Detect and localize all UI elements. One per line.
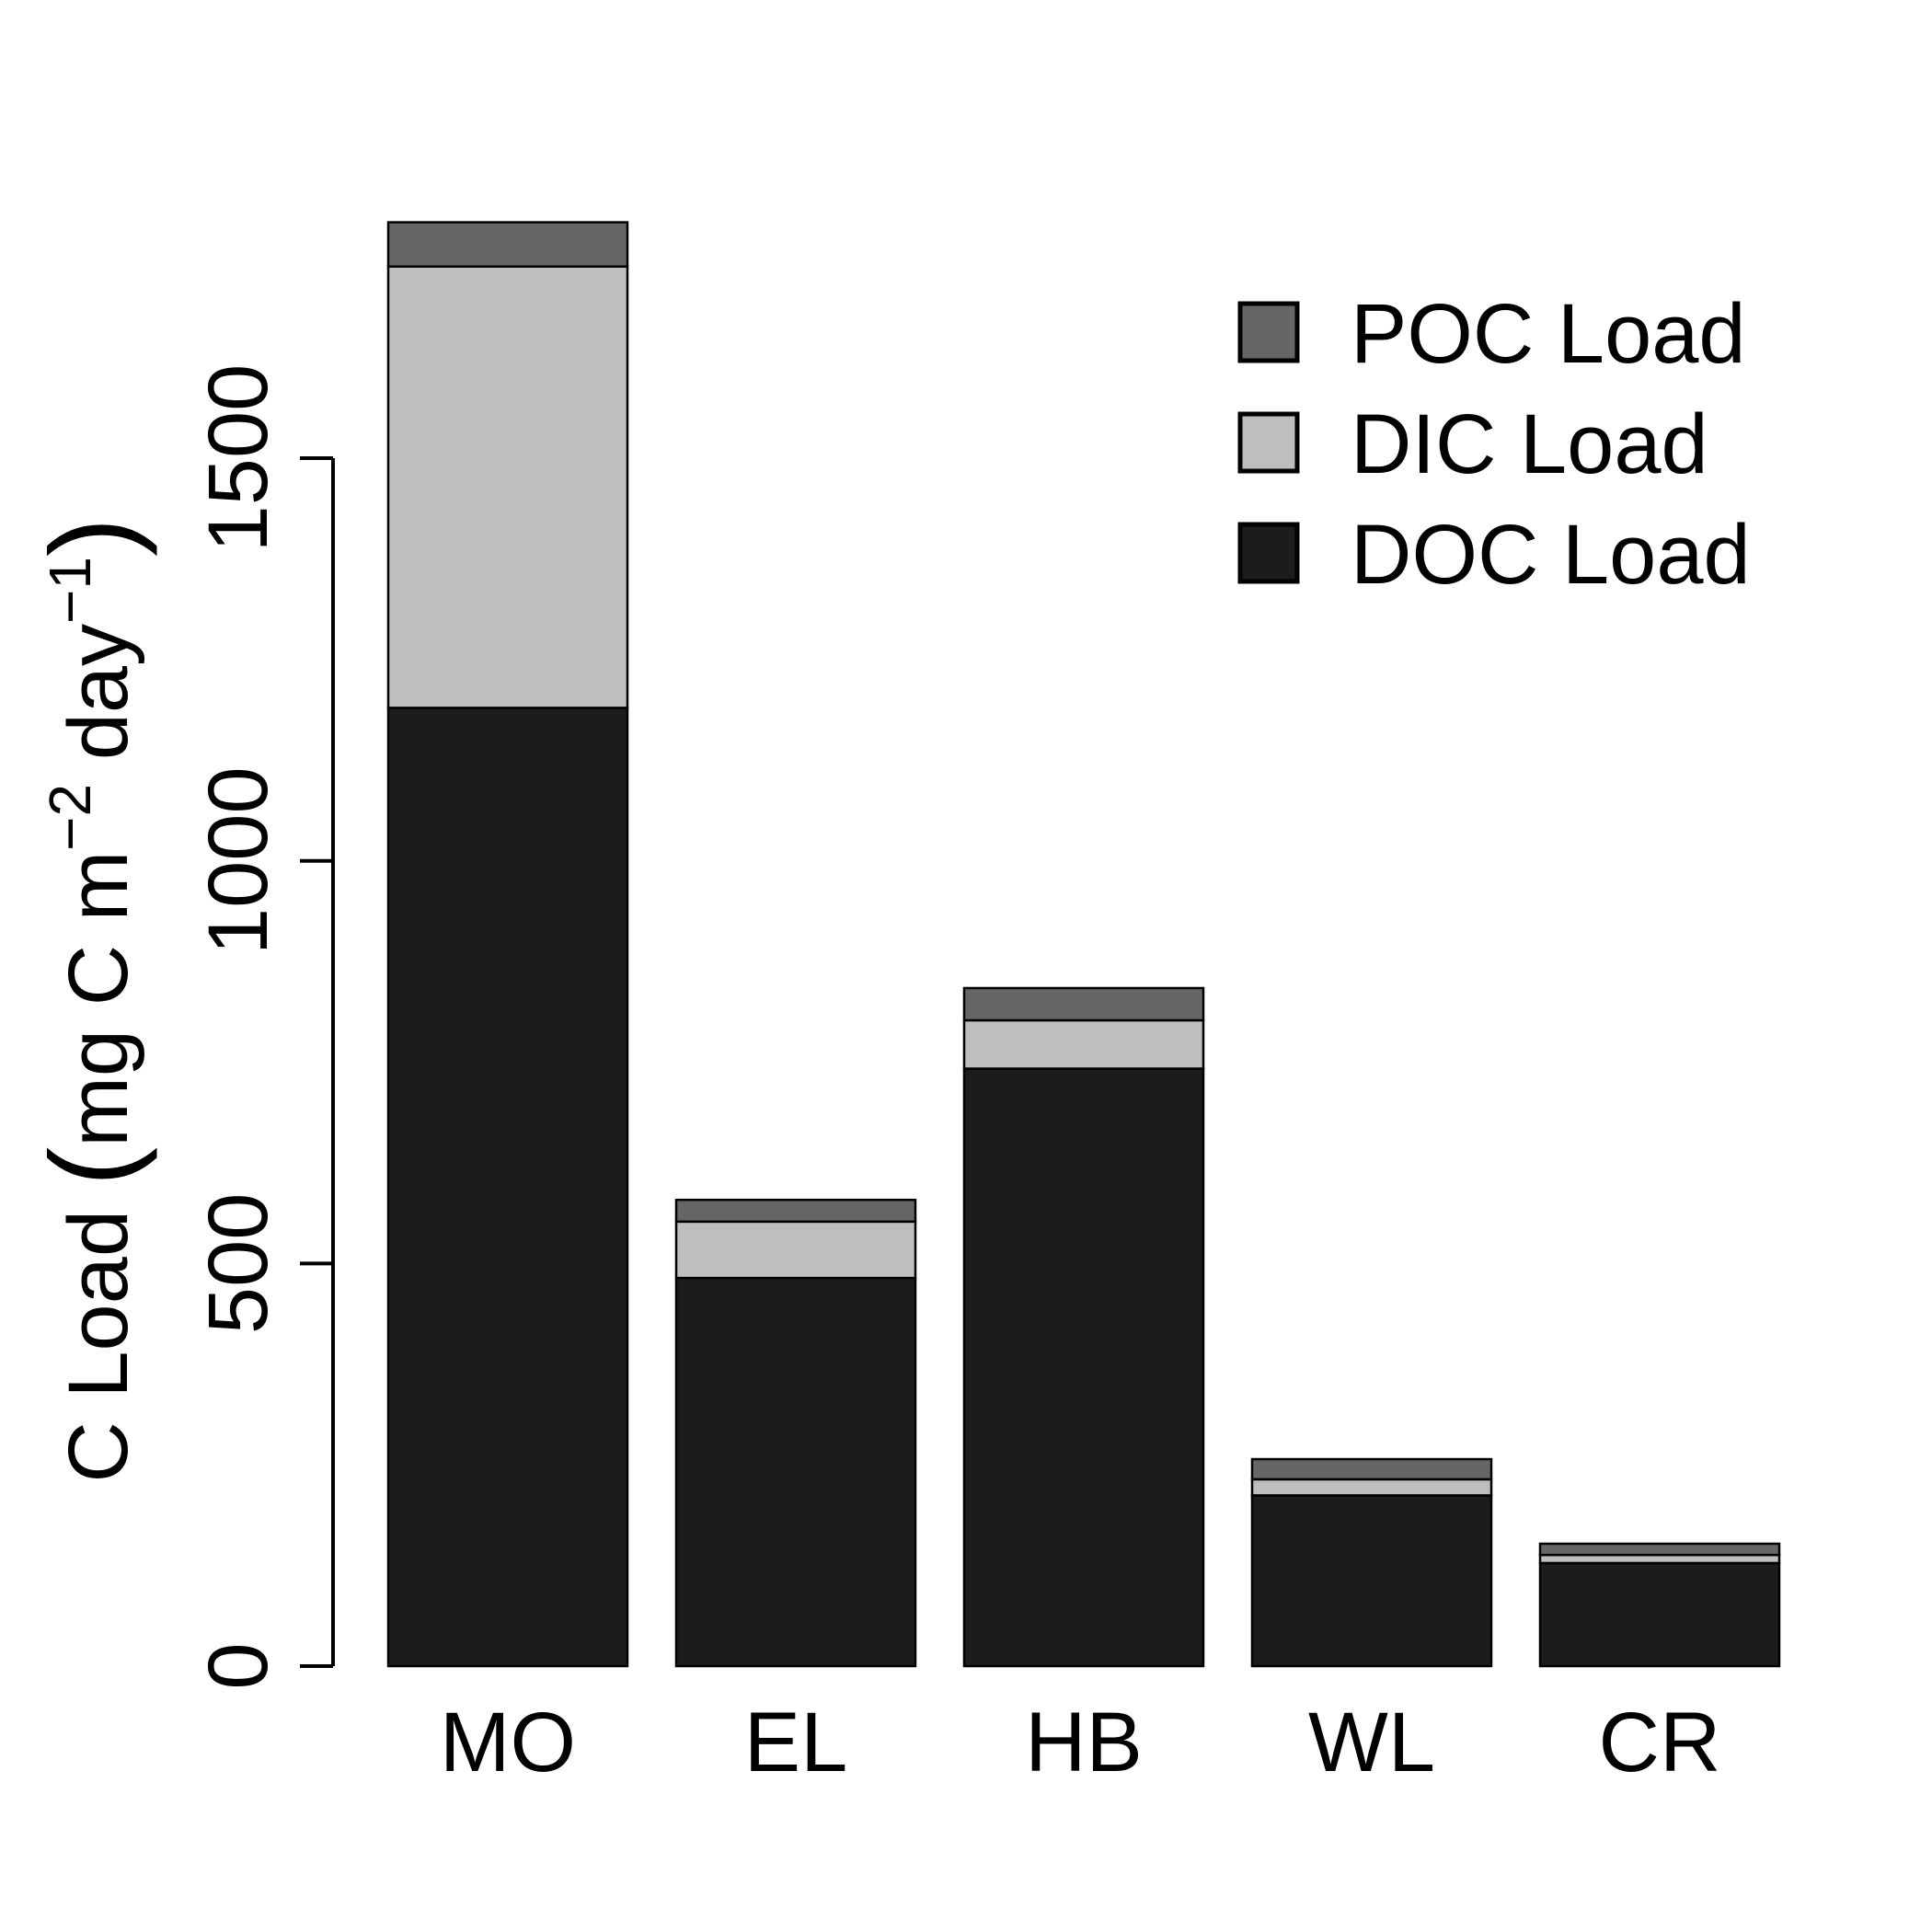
x-tick-label-mo: MO bbox=[440, 1696, 576, 1789]
bar-wl-dic bbox=[1250, 1478, 1493, 1497]
bar-cr-dic bbox=[1538, 1553, 1781, 1565]
x-tick-label-wl: WL bbox=[1308, 1696, 1435, 1789]
x-axis-labels: MO EL HB WL CR bbox=[440, 1696, 1721, 1789]
y-axis-title-close-paren: ) bbox=[27, 517, 158, 557]
bar-mo-poc bbox=[386, 221, 629, 268]
bar-mo-dic bbox=[386, 265, 629, 709]
y-axis-title-prefix: C Load bbox=[52, 1186, 145, 1482]
bar-cr-poc bbox=[1538, 1542, 1781, 1557]
bar-wl-doc bbox=[1250, 1494, 1493, 1668]
y-axis-title-unit-mid: day bbox=[52, 624, 145, 784]
y-axis-title-exp2: −1 bbox=[37, 557, 103, 624]
y-axis-title-exp1: −2 bbox=[37, 784, 103, 851]
bar-el-dic bbox=[674, 1220, 917, 1280]
legend-swatch-poc bbox=[1237, 301, 1300, 363]
legend-label-dic: DIC Load bbox=[1351, 397, 1708, 491]
bars-layer bbox=[386, 221, 1781, 1668]
bar-el-poc bbox=[674, 1198, 917, 1224]
y-tick-label-1500: 1500 bbox=[191, 364, 285, 553]
bar-wl-poc bbox=[1250, 1457, 1493, 1481]
y-axis: 0 500 1000 1500 bbox=[191, 364, 335, 1690]
y-tick-label-500: 500 bbox=[191, 1193, 285, 1335]
y-axis-title: C Load (mg C m−2 day−1) bbox=[27, 517, 158, 1482]
bar-mo-doc bbox=[386, 707, 629, 1668]
x-tick-label-cr: CR bbox=[1599, 1696, 1721, 1789]
bar-hb-poc bbox=[962, 986, 1205, 1022]
bar-hb-doc bbox=[962, 1067, 1205, 1668]
legend-swatch-doc bbox=[1237, 522, 1300, 584]
legend-swatch-dic bbox=[1237, 411, 1300, 474]
y-tick-label-0: 0 bbox=[191, 1642, 285, 1689]
bar-cr-doc bbox=[1538, 1561, 1781, 1668]
legend: POC Load DIC Load DOC Load bbox=[1237, 287, 1751, 602]
y-axis-title-open-paren: ( bbox=[27, 1147, 158, 1187]
bar-el-doc bbox=[674, 1276, 917, 1668]
y-tick-label-1000: 1000 bbox=[191, 766, 285, 955]
y-axis-title-unit-main: mg C m bbox=[52, 851, 145, 1147]
legend-label-doc: DOC Load bbox=[1351, 508, 1751, 602]
legend-label-poc: POC Load bbox=[1351, 287, 1746, 381]
x-tick-label-hb: HB bbox=[1025, 1696, 1143, 1789]
x-tick-label-el: EL bbox=[744, 1696, 848, 1789]
bar-hb-dic bbox=[962, 1018, 1205, 1070]
